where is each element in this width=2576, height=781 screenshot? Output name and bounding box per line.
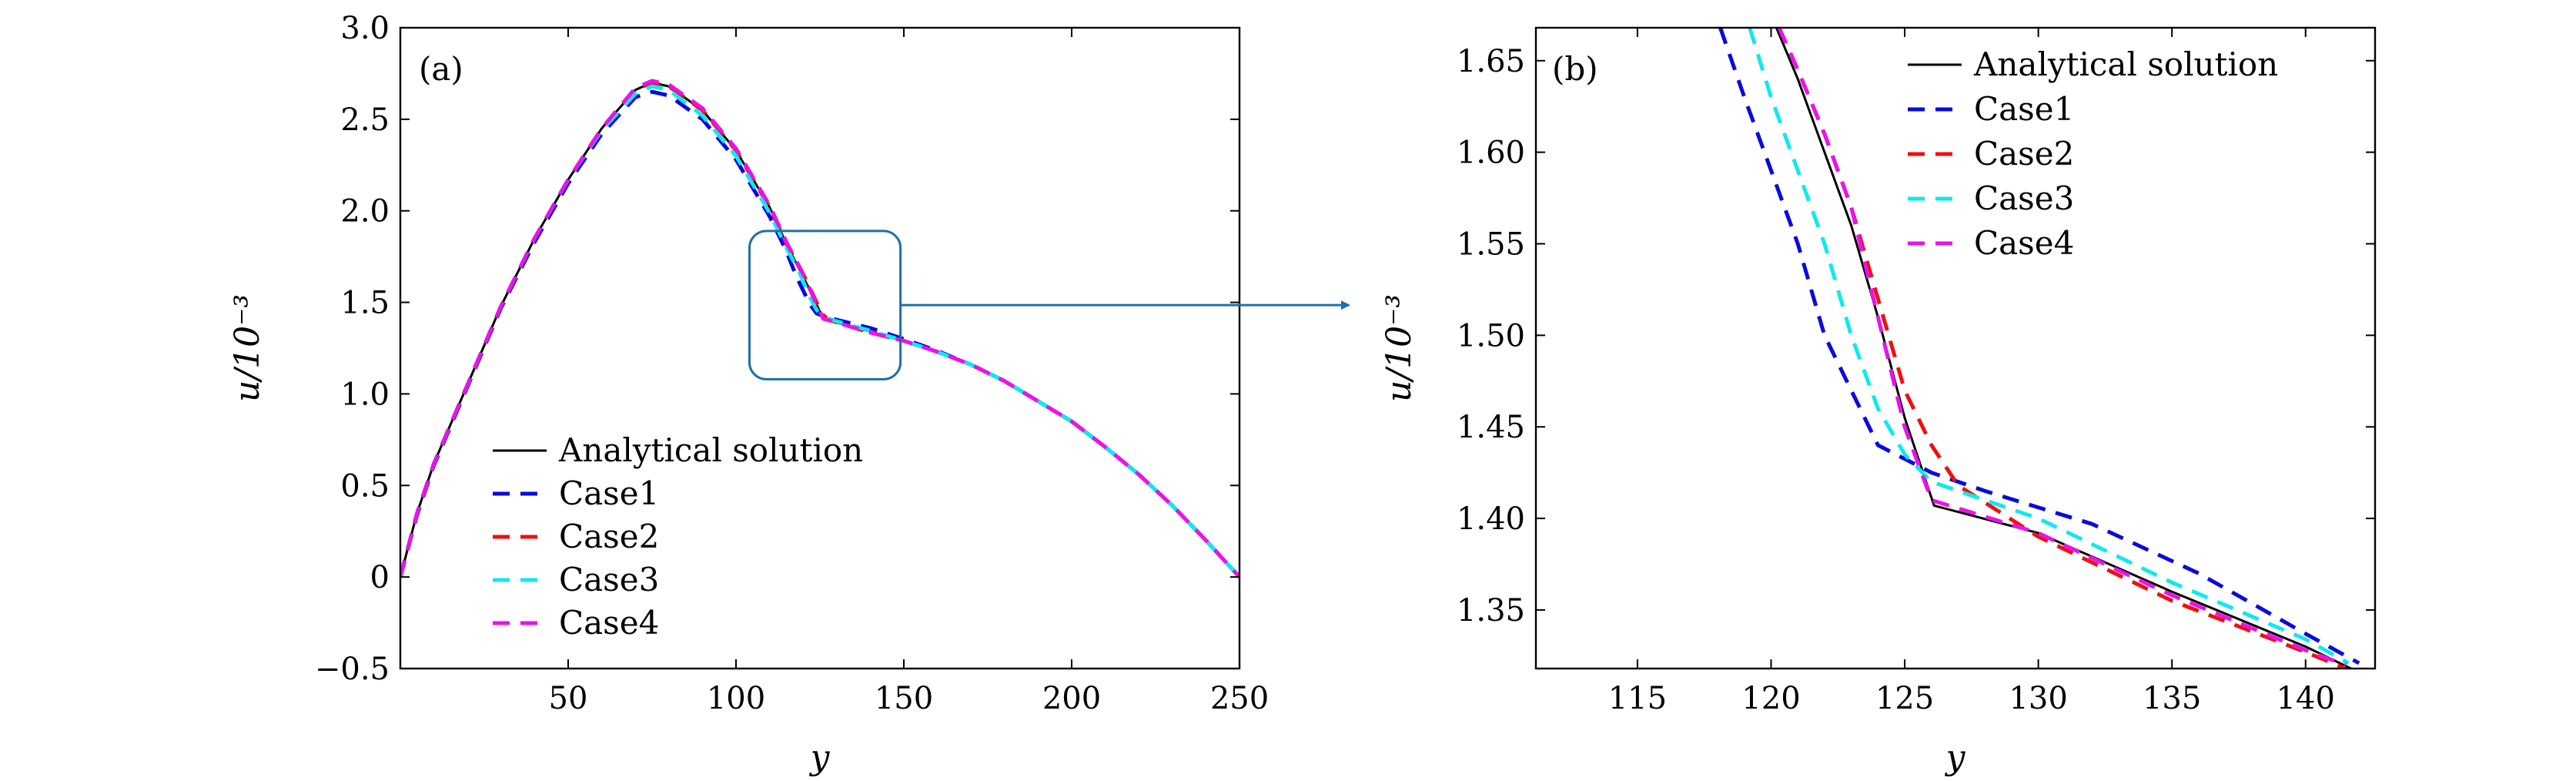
y-tick-label-b: 1.55 <box>1457 227 1525 263</box>
y-tick-label-a: 1.5 <box>340 286 390 321</box>
series-line-analytical-solution-a <box>400 81 1239 578</box>
x-tick-label-b: 135 <box>2143 681 2201 716</box>
legend-label-case3-a: Case3 <box>559 561 659 598</box>
legend-label-case2-a: Case2 <box>559 518 659 555</box>
legend-label-case2-b: Case2 <box>1974 135 2074 173</box>
legend-label-analytical-solution-a: Analytical solution <box>558 431 863 469</box>
y-tick-label-b: 1.65 <box>1457 44 1525 79</box>
series-line-case2-a <box>400 80 1239 578</box>
axes-frame-a <box>399 26 1241 670</box>
y-axis-title-a: u/10⁻³ <box>228 294 267 402</box>
panel-label-b: (b) <box>1552 50 1598 88</box>
x-tick-label-a: 100 <box>707 681 765 716</box>
legend-label-case3-b: Case3 <box>1974 179 2074 217</box>
y-tick-label-a: −0.5 <box>315 652 390 687</box>
legend-label-analytical-solution-b: Analytical solution <box>1973 45 2278 83</box>
series-line-case1-b <box>1718 28 2360 665</box>
panel-a: 50 100 150 200 250 −0.5 0 0.5 1.0 1.5 2.0 2.5 3.0 (a… <box>228 11 1269 777</box>
x-tick-label-a: 200 <box>1042 681 1101 716</box>
y-tick-label-b: 1.50 <box>1457 318 1525 354</box>
x-axis-title-a: y <box>809 738 831 777</box>
panel-b: 115 120 125 130 135 140 1.35 1.40 1.45 1.50 1.55 1.… <box>1380 26 2377 777</box>
legend-label-case4-a: Case4 <box>559 604 659 642</box>
legend-label-case1-b: Case1 <box>1974 90 2074 128</box>
y-tick-label-b: 1.40 <box>1457 501 1525 537</box>
x-tick-label-a: 150 <box>875 681 933 716</box>
x-tick-label-a: 250 <box>1210 681 1269 716</box>
y-tick-label-b: 1.60 <box>1457 136 1525 171</box>
y-tick-label-a: 2.0 <box>340 194 390 230</box>
series-line-case2-b <box>1777 28 2347 669</box>
series-line-case3-a <box>400 84 1239 578</box>
x-axis-title-b: y <box>1945 738 1966 777</box>
axes-frame-b <box>1534 26 2377 670</box>
series-line-case1-a <box>400 89 1239 578</box>
y-tick-label-a: 3.0 <box>340 11 390 46</box>
zoom-box <box>748 230 902 380</box>
x-tick-label-b: 125 <box>1875 681 1934 716</box>
series-line-analytical-solution-b <box>1775 28 2352 669</box>
legend-label-case4-b: Case4 <box>1974 224 2074 262</box>
series-line-case4-b <box>1777 28 2347 667</box>
y-tick-label-b: 1.35 <box>1457 593 1525 628</box>
y-tick-label-a: 2.5 <box>340 102 390 138</box>
x-tick-label-a: 50 <box>549 681 588 716</box>
x-tick-label-b: 120 <box>1741 681 1800 716</box>
legend-label-case1-a: Case1 <box>559 474 659 512</box>
y-tick-label-b: 1.45 <box>1457 410 1525 445</box>
x-tick-label-b: 115 <box>1608 681 1667 716</box>
y-tick-label-a: 1.0 <box>340 377 390 412</box>
panel-label-a: (a) <box>419 50 463 88</box>
x-tick-label-b: 140 <box>2277 681 2335 716</box>
x-tick-label-b: 130 <box>2009 681 2067 716</box>
y-tick-label-a: 0 <box>370 560 390 595</box>
y-axis-title-b: u/10⁻³ <box>1380 294 1419 402</box>
y-tick-label-a: 0.5 <box>340 468 390 504</box>
legend-a: Analytical solution Case1 Case2 Case3 Case4 <box>493 431 863 642</box>
series-line-case4-a <box>400 79 1239 578</box>
legend-b: Analytical solution Case1 Case2 Case3 Case4 <box>1908 45 2278 262</box>
series-line-case3-b <box>1748 28 2350 665</box>
